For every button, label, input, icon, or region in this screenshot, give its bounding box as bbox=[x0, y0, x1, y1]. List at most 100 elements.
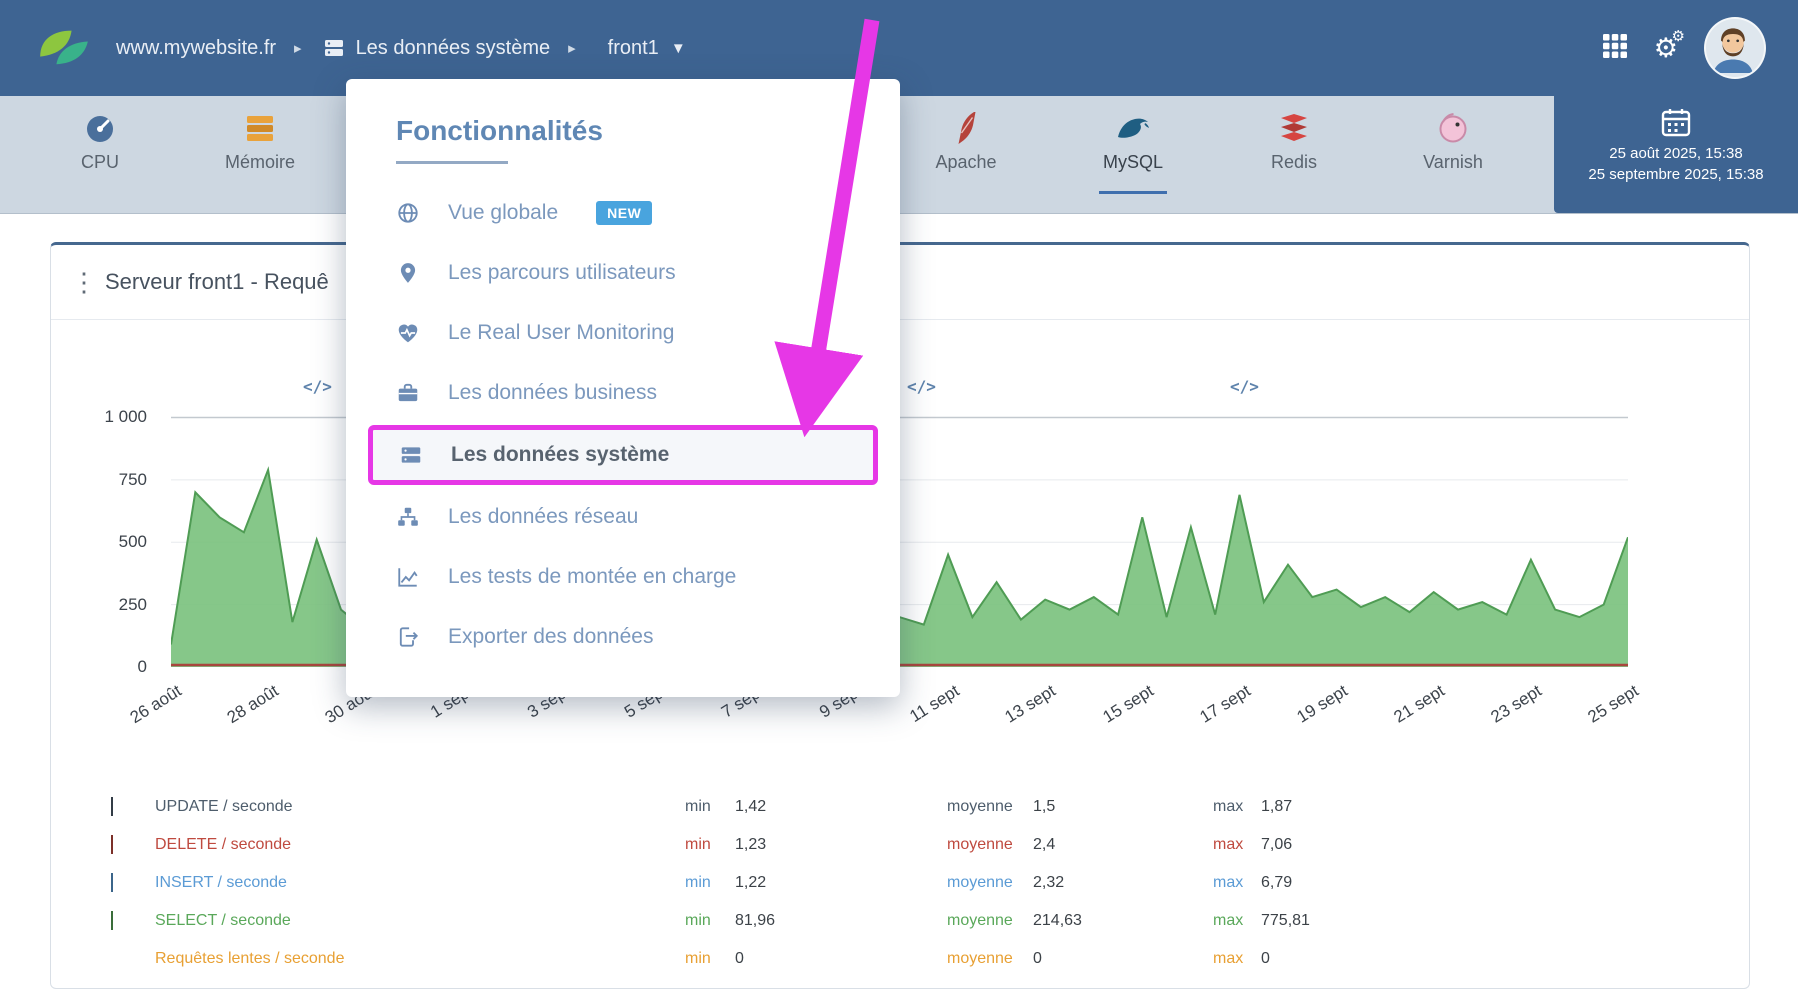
menu-item-donnees-reseau[interactable]: Les données réseau bbox=[346, 487, 900, 547]
tab-apache[interactable]: Apache bbox=[906, 108, 1026, 200]
breadcrumb-server[interactable]: front1 bbox=[607, 36, 659, 59]
features-dropdown: Fonctionnalités Vue globale NEW bbox=[346, 79, 900, 697]
tab-mysql[interactable]: MySQL bbox=[1073, 108, 1193, 200]
legend-max-keyword: max bbox=[1213, 950, 1244, 967]
menu-item-donnees-business[interactable]: Les données business bbox=[346, 363, 900, 423]
menu-item-tests-montee-en-charge[interactable]: Les tests de montée en charge bbox=[346, 547, 900, 607]
cpu-gauge-icon bbox=[87, 116, 113, 142]
legend-min-keyword: min bbox=[685, 874, 711, 891]
chevron-down-icon[interactable]: ▼ bbox=[670, 39, 686, 57]
legend-min-keyword: min bbox=[685, 798, 711, 815]
varnish-icon bbox=[1439, 113, 1467, 143]
legend-row-delete[interactable]: DELETE / seconde min 1,23 moyenne 2,4 ma… bbox=[111, 826, 1709, 864]
legend-avg-value: 2,4 bbox=[1033, 836, 1056, 853]
menu-item-real-user-monitoring[interactable]: Le Real User Monitoring bbox=[346, 303, 900, 363]
menu-item-label: Les tests de montée en charge bbox=[448, 565, 737, 588]
legend-max-keyword: max bbox=[1213, 874, 1244, 891]
menu-item-label: Les données système bbox=[451, 443, 670, 466]
legend-row-insert[interactable]: INSERT / seconde min 1,22 moyenne 2,32 m… bbox=[111, 864, 1709, 902]
new-badge: NEW bbox=[596, 201, 653, 225]
x-axis-label: 19 sept bbox=[1293, 681, 1351, 727]
tab-label: Redis bbox=[1270, 152, 1318, 172]
title-underline bbox=[396, 161, 508, 164]
legend-min-value: 81,96 bbox=[735, 912, 776, 929]
legend-avg-keyword: moyenne bbox=[947, 874, 1013, 891]
apache-feather-icon bbox=[958, 112, 976, 144]
date-range-end: 25 septembre 2025, 15:38 bbox=[1588, 166, 1764, 183]
code-annotation-icon[interactable]: </> bbox=[907, 377, 936, 396]
menu-item-parcours-utilisateurs[interactable]: Les parcours utilisateurs bbox=[346, 243, 900, 303]
memory-icon bbox=[247, 116, 273, 141]
tab-varnish[interactable]: Varnish bbox=[1393, 108, 1513, 200]
menu-item-donnees-systeme[interactable]: Les données système bbox=[368, 425, 878, 485]
chart-legend: UPDATE / seconde min 1,42 moyenne 1,5 ma… bbox=[111, 788, 1709, 978]
apps-grid-icon[interactable] bbox=[1602, 33, 1628, 64]
menu-item-exporter-donnees[interactable]: Exporter des données bbox=[346, 607, 900, 667]
heart-pulse-icon bbox=[396, 321, 422, 345]
date-range-picker[interactable]: 25 août 2025, 15:38 25 septembre 2025, 1… bbox=[1554, 96, 1798, 213]
legend-min-keyword: min bbox=[685, 836, 711, 853]
menu-item-label: Le Real User Monitoring bbox=[448, 321, 675, 344]
menu-item-label: Les parcours utilisateurs bbox=[448, 261, 676, 284]
legend-max-value: 0 bbox=[1261, 950, 1270, 967]
legend-swatch bbox=[111, 835, 113, 854]
legend-row-select[interactable]: SELECT / seconde min 81,96 moyenne 214,6… bbox=[111, 902, 1709, 940]
x-axis-label: 28 août bbox=[224, 681, 283, 728]
y-axis-label: 250 bbox=[118, 594, 147, 614]
user-avatar[interactable] bbox=[1704, 17, 1766, 79]
breadcrumb-site[interactable]: www.mywebsite.fr bbox=[116, 36, 277, 59]
chart-card-header: ⋮ Serveur front1 - Requê bbox=[51, 245, 1749, 320]
tab-label: Apache bbox=[935, 152, 997, 172]
legend-min-value: 1,42 bbox=[735, 798, 767, 815]
menu-item-vue-globale[interactable]: Vue globale NEW bbox=[346, 183, 900, 243]
menu-item-label: Les données réseau bbox=[448, 505, 639, 528]
legend-swatch bbox=[111, 873, 113, 892]
chart-line-icon bbox=[396, 565, 422, 589]
kebab-menu-icon[interactable]: ⋮ bbox=[71, 267, 97, 297]
date-range-start: 25 août 2025, 15:38 bbox=[1609, 145, 1743, 162]
legend-row-slow-queries[interactable]: Requêtes lentes / seconde min 0 moyenne … bbox=[111, 940, 1709, 978]
legend-max-value: 6,79 bbox=[1261, 874, 1293, 891]
y-axis: 1 000 750 500 250 0 bbox=[71, 405, 161, 676]
y-axis-label: 1 000 bbox=[104, 407, 147, 427]
breadcrumb-separator-icon: ▸ bbox=[294, 40, 302, 57]
tab-memoire[interactable]: Mémoire bbox=[200, 108, 320, 200]
features-menu: Vue globale NEW Les parcours utilisateur… bbox=[346, 183, 900, 667]
breadcrumb-separator-icon: ▸ bbox=[568, 40, 576, 57]
tab-label: MySQL bbox=[1102, 152, 1163, 172]
y-axis-label: 750 bbox=[118, 469, 147, 489]
code-annotation-icon[interactable]: </> bbox=[1230, 377, 1259, 396]
legend-avg-value: 0 bbox=[1033, 950, 1042, 967]
legend-label: SELECT / seconde bbox=[155, 912, 291, 929]
calendar-icon bbox=[1661, 109, 1691, 137]
legend-max-value: 1,87 bbox=[1261, 798, 1293, 815]
legend-avg-value: 1,5 bbox=[1033, 798, 1056, 815]
legend-min-value: 0 bbox=[735, 950, 744, 967]
settings-gears-icon[interactable]: ⚙ ⚙ bbox=[1653, 27, 1685, 63]
leaf-logo-icon[interactable] bbox=[38, 26, 90, 70]
export-icon bbox=[396, 625, 422, 649]
legend-swatch bbox=[111, 797, 113, 816]
legend-avg-value: 214,63 bbox=[1033, 912, 1082, 929]
legend-avg-keyword: moyenne bbox=[947, 836, 1013, 853]
legend-min-value: 1,23 bbox=[735, 836, 767, 853]
tab-cpu[interactable]: CPU bbox=[40, 108, 160, 200]
x-axis-label: 15 sept bbox=[1099, 681, 1157, 727]
tab-label: CPU bbox=[80, 152, 119, 172]
tab-label: Varnish bbox=[1423, 152, 1483, 172]
legend-max-keyword: max bbox=[1213, 912, 1244, 929]
legend-row-update[interactable]: UPDATE / seconde min 1,42 moyenne 1,5 ma… bbox=[111, 788, 1709, 826]
top-navbar: www.mywebsite.fr ▸ Les données système ▸… bbox=[0, 0, 1798, 96]
breadcrumb-section[interactable]: Les données système bbox=[355, 36, 551, 59]
chart-card-title: Serveur front1 - Requê bbox=[105, 269, 329, 294]
legend-avg-keyword: moyenne bbox=[947, 950, 1013, 967]
tab-label: Mémoire bbox=[224, 152, 295, 172]
navbar-right: ⚙ ⚙ bbox=[1602, 0, 1798, 96]
mysql-dolphin-icon bbox=[1118, 118, 1149, 138]
tab-redis[interactable]: Redis bbox=[1234, 108, 1354, 200]
x-axis-label: 21 sept bbox=[1390, 681, 1448, 727]
code-annotation-icon[interactable]: </> bbox=[303, 377, 332, 396]
briefcase-icon bbox=[396, 381, 422, 405]
legend-max-keyword: max bbox=[1213, 798, 1244, 815]
